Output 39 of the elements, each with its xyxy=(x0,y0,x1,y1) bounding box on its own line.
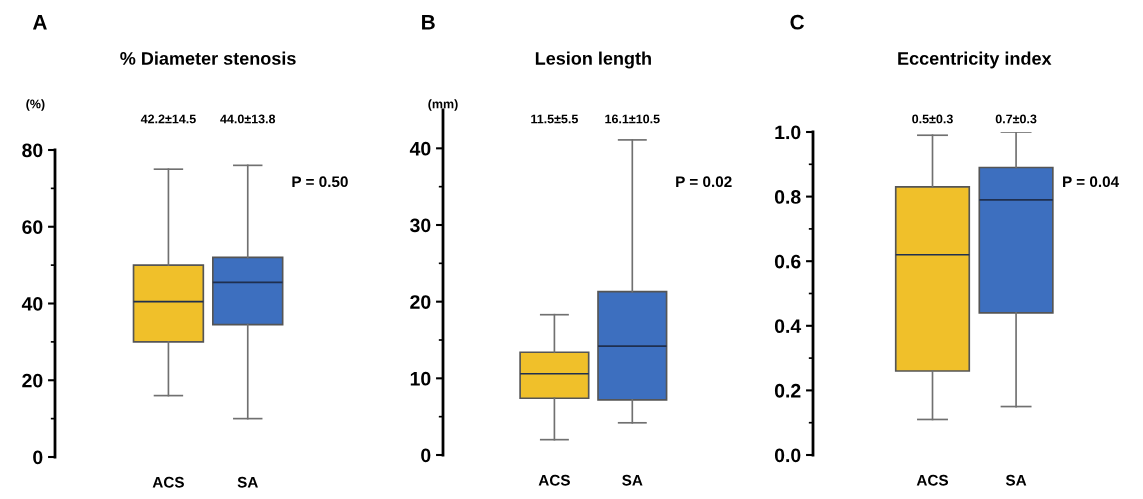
y-tick-label: 0 xyxy=(33,450,43,465)
y-tick-label: 40 xyxy=(409,141,431,156)
y-tick-label: 40 xyxy=(21,296,43,311)
x-tick-label: SA xyxy=(622,474,643,486)
y-tick-label: 20 xyxy=(22,373,43,388)
text: C xyxy=(790,14,805,30)
x-tick-label: SA xyxy=(1005,474,1027,486)
y-tick-label: 1.0 xyxy=(775,125,801,140)
y-tick-label: 20 xyxy=(410,295,431,309)
chart-title: Eccentricity index xyxy=(898,51,1052,69)
x-tick-label: ACS xyxy=(916,474,949,486)
y-tick-label: 0.2 xyxy=(774,383,801,398)
y-tick-label: 0.6 xyxy=(774,254,801,269)
text: P = 0.50 xyxy=(292,176,348,188)
text: P = 0.04 xyxy=(1063,176,1120,188)
y-tick-label: 60 xyxy=(22,220,43,234)
y-tick-label: 10 xyxy=(410,371,431,386)
text: 0.7±0.3 xyxy=(995,114,1037,124)
text: 0.5±0.3 xyxy=(912,114,953,124)
y-tick-label: 0.8 xyxy=(774,190,801,204)
chart-title: % Diameter stenosis xyxy=(120,51,296,65)
text: B xyxy=(422,15,435,30)
y-tick-label: 30 xyxy=(410,218,431,233)
y-tick-label: 0.0 xyxy=(774,448,801,463)
text: P = 0.02 xyxy=(676,176,732,188)
text: 44.0±13.8 xyxy=(220,114,276,124)
y-axis-title: (mm) xyxy=(428,99,458,111)
text: A xyxy=(32,15,47,30)
y-axis-title: (%) xyxy=(26,99,45,111)
x-tick-label: SA xyxy=(237,476,258,488)
annotation: 11.5±5.5 xyxy=(531,114,578,124)
x-tick-label: ACS xyxy=(152,476,184,488)
x-tick-label: ACS xyxy=(538,474,570,486)
y-tick-label: 0.4 xyxy=(774,319,802,334)
y-tick-label: 0 xyxy=(421,448,431,463)
chart-title: Lesion length xyxy=(535,51,651,69)
annotation: 16.1±10.5 xyxy=(605,114,660,124)
text: 42.2±14.5 xyxy=(140,114,196,124)
y-tick-label: 80 xyxy=(22,143,43,158)
